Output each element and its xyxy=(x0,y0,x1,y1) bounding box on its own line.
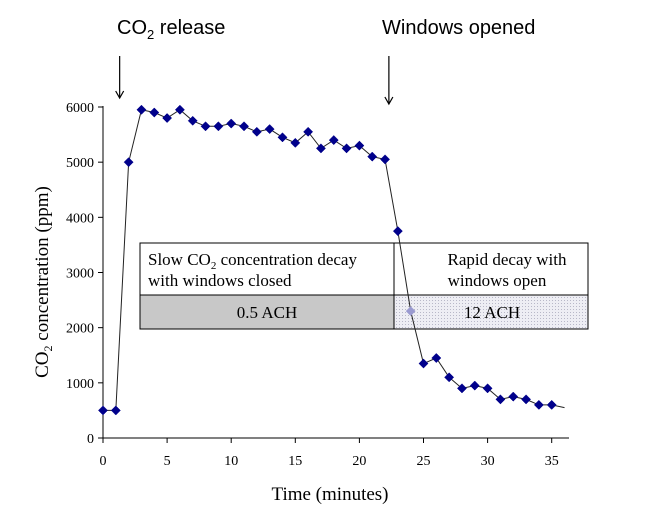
slow-decay-rate: 0.5 ACH xyxy=(237,303,297,322)
data-point xyxy=(392,226,403,237)
data-point xyxy=(508,391,519,402)
data-point xyxy=(431,353,442,363)
y-tick-label: 3000 xyxy=(66,267,94,282)
y-tick-label: 6000 xyxy=(66,101,94,116)
data-point xyxy=(328,135,339,146)
data-point xyxy=(315,143,326,154)
data-point xyxy=(200,121,211,132)
slow-decay-line1: Slow CO2 concentration decay xyxy=(148,250,357,272)
data-point xyxy=(264,124,275,135)
x-tick-label: 0 xyxy=(100,454,107,469)
data-point xyxy=(469,380,480,391)
x-tick-label: 25 xyxy=(417,454,431,469)
data-point xyxy=(251,126,262,137)
x-tick-label: 20 xyxy=(352,454,366,469)
data-point xyxy=(110,405,121,416)
data-point xyxy=(482,383,493,394)
data-point xyxy=(174,104,185,115)
data-point xyxy=(533,399,544,410)
data-point xyxy=(457,383,467,394)
data-point xyxy=(213,121,224,132)
slow-decay-region: Slow CO2 concentration decay with window… xyxy=(139,242,395,330)
data-point xyxy=(98,405,108,416)
data-point xyxy=(136,104,147,115)
rapid-decay-line1: Rapid decay with xyxy=(448,250,567,269)
data-point xyxy=(149,107,160,118)
y-tick-label: 1000 xyxy=(66,377,94,392)
x-tick-label: 30 xyxy=(481,454,495,469)
rapid-decay-line2: windows open xyxy=(448,271,547,290)
x-axis-ticks: 0 5 10 15 20 25 30 35 xyxy=(100,438,559,469)
y-tick-label: 0 xyxy=(87,432,94,447)
data-point xyxy=(277,132,288,143)
slow-decay-line2: with windows closed xyxy=(148,271,292,290)
co2-release-arrow xyxy=(115,56,125,100)
data-point xyxy=(187,115,198,126)
x-axis-title: Time (minutes) xyxy=(272,484,389,505)
x-tick-label: 35 xyxy=(545,454,559,469)
data-point xyxy=(367,151,378,162)
data-point xyxy=(123,157,134,168)
data-point xyxy=(380,154,390,165)
co2-series xyxy=(98,104,565,416)
y-tick-label: 2000 xyxy=(66,322,94,337)
y-tick-label: 4000 xyxy=(66,211,94,226)
data-point xyxy=(405,306,416,317)
co2-release-label: CO2 release xyxy=(117,17,225,42)
rapid-decay-region: Rapid decay with windows open 12 ACH xyxy=(393,242,589,330)
x-tick-label: 10 xyxy=(224,454,238,469)
data-point xyxy=(521,394,532,405)
data-point xyxy=(418,358,429,369)
x-tick-label: 15 xyxy=(288,454,302,469)
data-point xyxy=(290,137,301,148)
data-point xyxy=(546,399,557,410)
data-point xyxy=(444,372,455,383)
y-tick-label: 5000 xyxy=(66,156,94,171)
data-point xyxy=(354,140,365,151)
x-tick-label: 5 xyxy=(164,454,171,469)
data-point xyxy=(162,113,173,123)
windows-opened-label: Windows opened xyxy=(382,17,535,39)
windows-opened-arrow xyxy=(384,56,394,106)
rapid-decay-rate: 12 ACH xyxy=(464,303,520,322)
data-point xyxy=(303,126,314,137)
y-axis-title: CO2 concentration (ppm) xyxy=(32,186,55,378)
y-axis-ticks: 0 1000 2000 3000 4000 5000 6000 xyxy=(66,101,103,447)
data-point xyxy=(341,143,352,154)
data-point xyxy=(226,118,237,129)
data-point xyxy=(239,121,249,132)
data-point xyxy=(495,394,506,405)
